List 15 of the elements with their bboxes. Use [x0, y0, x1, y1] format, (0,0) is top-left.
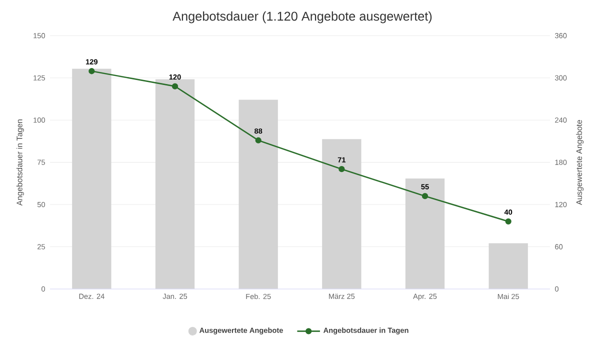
bar	[322, 139, 362, 289]
y-axis-title: Angebotsdauer in Tagen	[16, 119, 24, 206]
bar	[488, 243, 528, 289]
bar	[405, 178, 445, 289]
point	[422, 193, 428, 200]
point	[172, 83, 178, 90]
point	[88, 68, 95, 74]
y2-axis-title: Ausgewertete Angebote	[576, 120, 584, 205]
point	[505, 218, 512, 224]
bar	[238, 100, 278, 289]
point	[255, 137, 262, 144]
point	[338, 166, 345, 172]
bar	[155, 79, 195, 289]
bar	[72, 68, 112, 289]
chart-title: Angebotsdauer (1.120 Angebote ausgewertet)	[172, 11, 432, 24]
